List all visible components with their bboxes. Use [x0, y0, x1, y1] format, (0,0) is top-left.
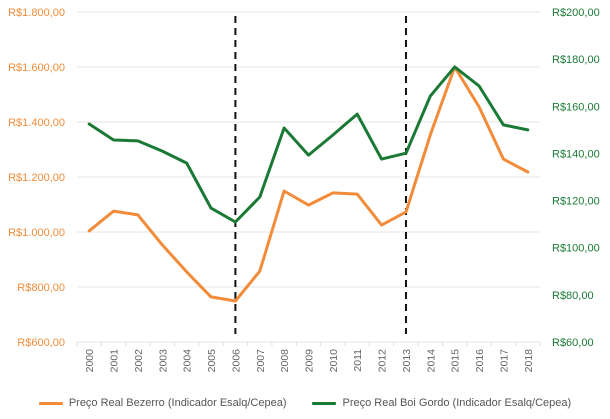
x-tick-label: 2006 — [230, 349, 242, 373]
series-line-bezerro — [87, 65, 530, 303]
series-line-boi-gordo — [87, 65, 530, 224]
legend-swatch-bezerro — [38, 401, 63, 405]
x-tick-label: 2007 — [255, 349, 267, 373]
y-left-tick-label: R$800,00 — [17, 282, 65, 294]
x-tick-label: 2003 — [157, 349, 169, 373]
y-right-tick-label: R$200,00 — [552, 7, 600, 19]
legend: Preço Real Bezerro (Indicador Esalq/Cepe… — [0, 397, 610, 409]
x-tick-label: 2002 — [133, 349, 145, 373]
x-tick-label: 2017 — [498, 349, 510, 373]
y-right-tick-label: R$160,00 — [552, 101, 600, 113]
y-left-tick-label: R$1.400,00 — [8, 117, 65, 129]
y-right-tick-label: R$60,00 — [552, 337, 594, 349]
y-right-tick-label: R$100,00 — [552, 243, 600, 255]
x-tick-label: 2013 — [401, 349, 413, 373]
legend-item-boi-gordo[interactable]: Preço Real Boi Gordo (Indicador Esalq/Ce… — [312, 397, 571, 409]
y-left-tick-label: R$1.000,00 — [8, 227, 65, 239]
x-tick-label: 2004 — [182, 349, 194, 373]
x-tick-label: 2000 — [84, 349, 96, 373]
x-tick-label: 2012 — [377, 349, 389, 373]
x-tick-label: 2018 — [523, 349, 535, 373]
legend-label-boi-gordo: Preço Real Boi Gordo (Indicador Esalq/Ce… — [342, 397, 572, 409]
y-left-tick-label: R$1.200,00 — [8, 172, 65, 184]
x-tick-label: 2014 — [425, 349, 437, 373]
x-tick-label: 2010 — [328, 349, 340, 373]
x-tick-label: 2016 — [474, 349, 486, 373]
y-right-tick-label: R$180,00 — [552, 54, 600, 66]
y-right-tick-label: R$140,00 — [552, 148, 600, 160]
x-tick-label: 2011 — [352, 349, 364, 372]
x-tick-label: 2009 — [304, 349, 316, 373]
legend-label-bezerro: Preço Real Bezerro (Indicador Esalq/Cepe… — [68, 397, 287, 409]
x-tick-label: 2001 — [109, 349, 121, 373]
x-tick-label: 2005 — [206, 349, 218, 373]
legend-swatch-boi-gordo — [312, 401, 337, 405]
y-right-tick-label: R$120,00 — [552, 196, 600, 208]
x-tick-label: 2015 — [450, 349, 462, 373]
y-right-tick-label: R$80,00 — [552, 290, 594, 302]
x-tick-label: 2008 — [279, 349, 291, 373]
line-chart: R$600,00 R$800,00 R$1.000,00 R$1.200,00 R$1.… — [8, 7, 600, 373]
y-left-tick-label: R$1.600,00 — [8, 62, 65, 74]
legend-item-bezerro[interactable]: Preço Real Bezerro (Indicador Esalq/Cepe… — [38, 397, 287, 409]
y-left-tick-label: R$1.800,00 — [8, 7, 65, 19]
y-left-tick-label: R$600,00 — [17, 337, 65, 349]
